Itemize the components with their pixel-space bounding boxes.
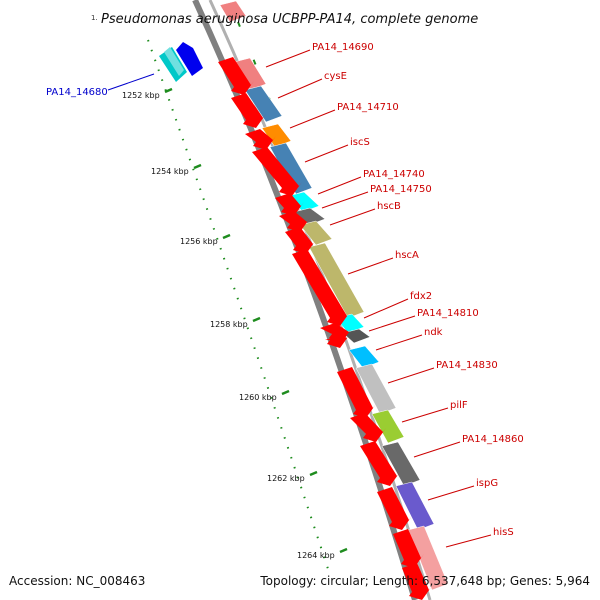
label-leader	[317, 176, 362, 195]
cog-segment	[342, 328, 371, 344]
label-leader	[107, 73, 155, 91]
forward-gene-arrow[interactable]	[285, 227, 316, 254]
cog-segment	[219, 0, 247, 23]
gene-label[interactable]: PA14_14830	[436, 360, 498, 371]
cog-segment	[395, 481, 435, 531]
gene-label[interactable]: hisS	[493, 527, 514, 538]
gene-label[interactable]: PA14_14750	[370, 184, 432, 195]
forward-gene-arrow[interactable]	[252, 147, 302, 196]
cog-segment	[348, 345, 380, 369]
kbp-ticks: 1252 kbp 1254 kbp 1256 kbp 1258 kbp 1260 kbp…	[122, 87, 348, 560]
gene-label[interactable]: cysE	[324, 71, 347, 82]
kbp-tick	[252, 316, 261, 323]
cog-segment	[381, 441, 421, 487]
reverse-gene-highlight	[164, 47, 184, 76]
forward-gene-track	[218, 57, 432, 600]
kbp-tick	[193, 163, 202, 170]
label-leader	[401, 407, 449, 423]
kbp-label: 1256 kbp	[180, 237, 218, 246]
forward-gene-arrow[interactable]	[325, 334, 350, 348]
label-leader	[445, 534, 492, 548]
forward-gene-arrow[interactable]	[337, 367, 376, 418]
cog-segment	[407, 525, 449, 591]
forward-gene-arrow[interactable]	[377, 487, 412, 530]
page-title: Pseudomonas aeruginosa UCBPP-PA14, compl…	[101, 12, 478, 27]
kbp-tick	[222, 233, 231, 240]
gene-label[interactable]: PA14_14740	[363, 169, 425, 180]
kbp-label: 1262 kbp	[267, 474, 305, 483]
label-leader	[368, 315, 416, 332]
genome-summary-text: Topology: circular; Length: 6,537,648 bp…	[260, 574, 590, 588]
label-leader	[375, 334, 423, 351]
forward-gene-arrow[interactable]	[279, 211, 310, 232]
forward-gene-arrow[interactable]	[350, 413, 386, 442]
gene-label[interactable]: PA14_14690	[312, 42, 374, 53]
kbp-label: 1258 kbp	[210, 320, 248, 329]
forward-gene-arrow[interactable]	[218, 57, 254, 95]
label-leader-lines	[107, 49, 492, 548]
kbp-label: 1264 kbp	[297, 551, 335, 560]
label-leader	[304, 144, 349, 163]
label-leader	[363, 298, 409, 319]
forward-gene-arrow[interactable]	[245, 129, 276, 150]
label-leader	[347, 257, 394, 275]
kbp-tick	[164, 87, 173, 94]
kbp-tick	[309, 470, 318, 477]
kbp-label: 1254 kbp	[151, 167, 189, 176]
gene-label[interactable]: fdx2	[410, 291, 432, 302]
gene-label[interactable]: hscA	[395, 250, 419, 261]
label-leader	[277, 78, 323, 99]
label-leader	[329, 208, 376, 226]
kbp-tick	[281, 389, 290, 396]
label-leader	[265, 49, 311, 68]
reverse-gene-arrow-selected[interactable]	[176, 42, 203, 76]
forward-gene-arrow[interactable]	[393, 529, 424, 568]
accession-text: Accession: NC_008463	[9, 574, 146, 588]
forward-gene-arrow[interactable]	[402, 563, 432, 600]
gene-label[interactable]: ispG	[476, 478, 498, 489]
cog-segment	[371, 409, 405, 444]
label-leader	[387, 367, 435, 384]
gene-label[interactable]: PA14_14810	[417, 308, 479, 319]
cog-segment	[244, 85, 283, 123]
gene-label[interactable]: hscB	[377, 201, 401, 212]
cog-segment	[308, 242, 365, 319]
gene-label[interactable]: pilF	[450, 400, 468, 411]
gene-labels: PA14_14680 PA14_14690 cysE PA14_14710 iscS PA…	[46, 42, 524, 538]
genome-backbone	[192, 0, 418, 600]
label-leader	[427, 485, 475, 501]
cog-category-track	[219, 0, 449, 591]
gene-label[interactable]: iscS	[350, 137, 370, 148]
gene-label[interactable]: ndk	[424, 327, 443, 338]
label-leader	[321, 191, 369, 209]
cog-segment	[299, 220, 333, 246]
reverse-gene-track	[159, 42, 203, 82]
gene-label[interactable]: PA14_14710	[337, 102, 399, 113]
forward-gene-arrow[interactable]	[360, 441, 400, 486]
kbp-label: 1252 kbp	[122, 91, 160, 100]
tick-track	[147, 39, 331, 576]
cog-segment	[355, 363, 397, 415]
forward-gene-arrow[interactable]	[292, 249, 350, 326]
kbp-label: 1260 kbp	[239, 393, 277, 402]
forward-gene-arrow[interactable]	[275, 193, 304, 216]
forward-gene-arrow[interactable]	[231, 93, 266, 128]
label-leader	[413, 441, 461, 458]
gene-label[interactable]: PA14_14860	[462, 434, 524, 445]
gene-label[interactable]: PA14_14680	[46, 87, 108, 98]
title-prefix: 1.	[91, 14, 98, 22]
label-leader	[289, 109, 336, 129]
kbp-tick	[339, 547, 348, 554]
